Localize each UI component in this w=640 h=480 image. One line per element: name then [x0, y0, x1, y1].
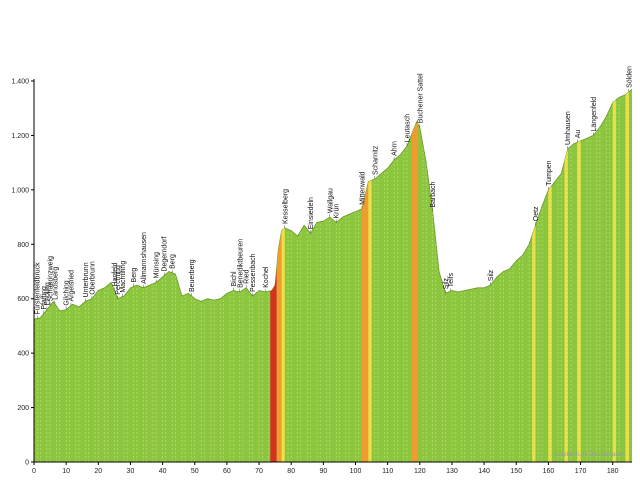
place-label: Münsing: [154, 252, 161, 279]
y-tick-label: 200: [17, 405, 29, 412]
place-label: Berg: [131, 268, 138, 283]
x-tick-label: 140: [478, 468, 490, 475]
place-label: Fürstenfeldbruck: [35, 262, 42, 315]
place-label: Beuerberg: [189, 259, 196, 292]
x-tick-label: 100: [350, 468, 362, 475]
y-tick-label: 800: [17, 242, 29, 249]
place-label: Oetz: [533, 206, 540, 221]
x-tick-label: 70: [255, 468, 263, 475]
climb-segment-hard: [270, 267, 277, 462]
climb-segment-easy: [532, 225, 536, 462]
elevation-area: [34, 89, 632, 462]
x-tick-label: 170: [575, 468, 587, 475]
place-label: Schaurinzweig: [48, 256, 55, 302]
x-tick-label: 20: [94, 468, 102, 475]
place-label: Ried: [244, 269, 251, 284]
climb-segment-easy: [625, 91, 629, 463]
place-label: Silz: [488, 269, 495, 281]
climb-segment-medium: [361, 181, 369, 462]
place-label: Längenfeld: [591, 97, 598, 132]
place-label: Bichl: [231, 271, 238, 287]
x-tick-label: 60: [223, 468, 231, 475]
place-label: Degerndorf: [162, 237, 169, 272]
climb-segment-easy: [612, 100, 616, 462]
place-label: Au: [575, 130, 582, 139]
y-tick-label: 1.400: [11, 79, 29, 86]
climb-segment-medium: [411, 122, 419, 462]
place-label: Umhausen: [565, 111, 572, 145]
place-label: Perchting: [115, 265, 122, 295]
place-label: Berg: [170, 254, 177, 269]
x-tick-label: 10: [62, 468, 70, 475]
x-tick-label: 80: [287, 468, 295, 475]
place-label: Silz: [443, 277, 450, 289]
place-label: Telfs: [448, 272, 455, 287]
y-tick-label: 0: [25, 460, 29, 467]
x-tick-label: 40: [159, 468, 167, 475]
label-layer: Fürstenfeldbruck PfaffingEholingSchaurinz…: [35, 66, 633, 319]
place-label: Buchener Sattel: [417, 73, 424, 123]
elevation-line: [33, 88, 633, 320]
place-label: Hanfeld: [112, 262, 119, 286]
place-label: Krün: [334, 204, 341, 219]
place-label: Einsiedeln: [308, 197, 315, 229]
area-layer: [33, 88, 633, 462]
x-tick-label: 90: [319, 468, 327, 475]
climb-segment-medium: [276, 230, 282, 462]
place-label: Unterbrunn: [83, 262, 90, 297]
x-tick-label: 130: [446, 468, 458, 475]
place-label: Sölden: [626, 66, 633, 88]
place-label: Mittenwald: [359, 171, 366, 205]
axis-layer: 0 200 400 600 800 1.000 1.200 1.400 0 10 20 30 40 50 6…: [11, 79, 632, 475]
place-label: Wallgau: [327, 188, 334, 213]
climb-layer: [270, 91, 629, 463]
x-tick-label: 0: [32, 468, 36, 475]
y-tick-label: 1.000: [11, 187, 29, 194]
watermark-text: quaeldich.de Tourenplaner: [553, 452, 624, 458]
climb-segment-easy: [368, 180, 372, 463]
place-label: Landsberg: [52, 267, 59, 300]
x-tick-label: 150: [510, 468, 522, 475]
place-label: Allmannshausen: [141, 232, 148, 284]
x-tick-label: 160: [543, 468, 555, 475]
y-tick-label: 400: [17, 351, 29, 358]
x-tick-label: 50: [191, 468, 199, 475]
place-label: Kochel: [263, 266, 270, 288]
place-label: Eholing: [44, 282, 51, 305]
place-label: Pfaffing: [41, 286, 48, 310]
place-label: Kesselberg: [282, 189, 289, 224]
y-tick-label: 600: [17, 296, 29, 303]
climb-segment-easy: [281, 228, 285, 462]
place-label: Tumpen: [546, 160, 553, 186]
place-label: Gilching: [64, 280, 71, 305]
climb-segment-easy: [564, 149, 568, 462]
place-label: Pessenbach: [250, 253, 257, 292]
place-label: Leutasch: [404, 114, 411, 143]
place-label: Benediktbeuren: [237, 239, 244, 288]
y-tick-label: 1.200: [11, 133, 29, 140]
x-tick-label: 120: [414, 468, 426, 475]
x-tick-label: 30: [127, 468, 135, 475]
place-label: Machtlfing: [120, 261, 127, 293]
place-label: Argelsried: [68, 270, 75, 302]
climb-segment-easy: [548, 185, 552, 463]
place-label: Barbach: [430, 181, 437, 207]
x-tick-label: 110: [382, 468, 393, 475]
place-label: Ahrn: [392, 141, 399, 156]
x-tick-label: 180: [607, 468, 619, 475]
place-label: Scharnitz: [372, 145, 379, 175]
climb-segment-easy: [577, 140, 581, 462]
place-label: Oberbrunn: [89, 261, 96, 295]
